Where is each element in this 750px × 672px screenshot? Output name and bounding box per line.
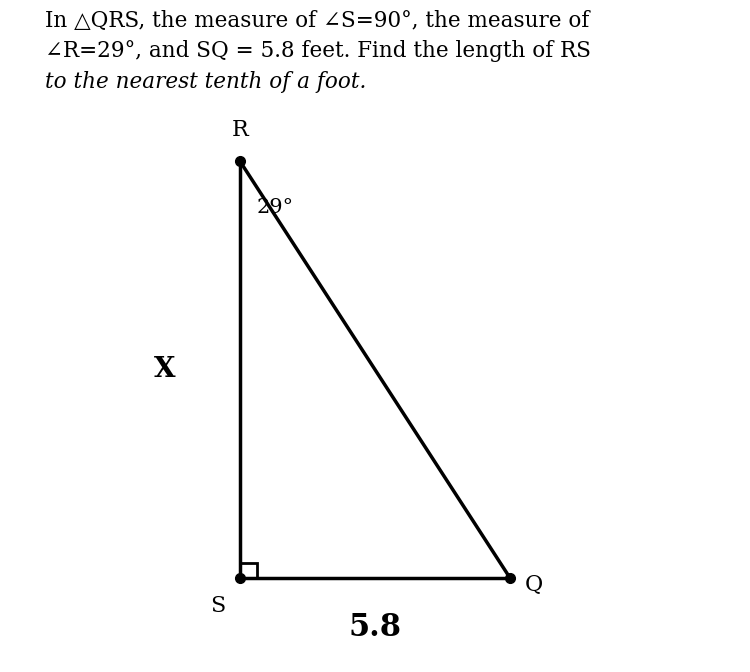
Text: 29°: 29° bbox=[256, 198, 294, 217]
Text: X: X bbox=[154, 356, 176, 383]
Text: In △QRS, the measure of ∠S=90°, the measure of: In △QRS, the measure of ∠S=90°, the meas… bbox=[45, 10, 590, 32]
Text: Q: Q bbox=[525, 574, 543, 595]
Text: R: R bbox=[232, 119, 248, 141]
Text: S: S bbox=[210, 595, 225, 617]
Text: ∠R=29°, and SQ = 5.8 feet. Find the length of RS: ∠R=29°, and SQ = 5.8 feet. Find the leng… bbox=[45, 40, 591, 62]
Text: 5.8: 5.8 bbox=[349, 612, 401, 642]
Text: to the nearest tenth of a foot.: to the nearest tenth of a foot. bbox=[45, 71, 366, 93]
